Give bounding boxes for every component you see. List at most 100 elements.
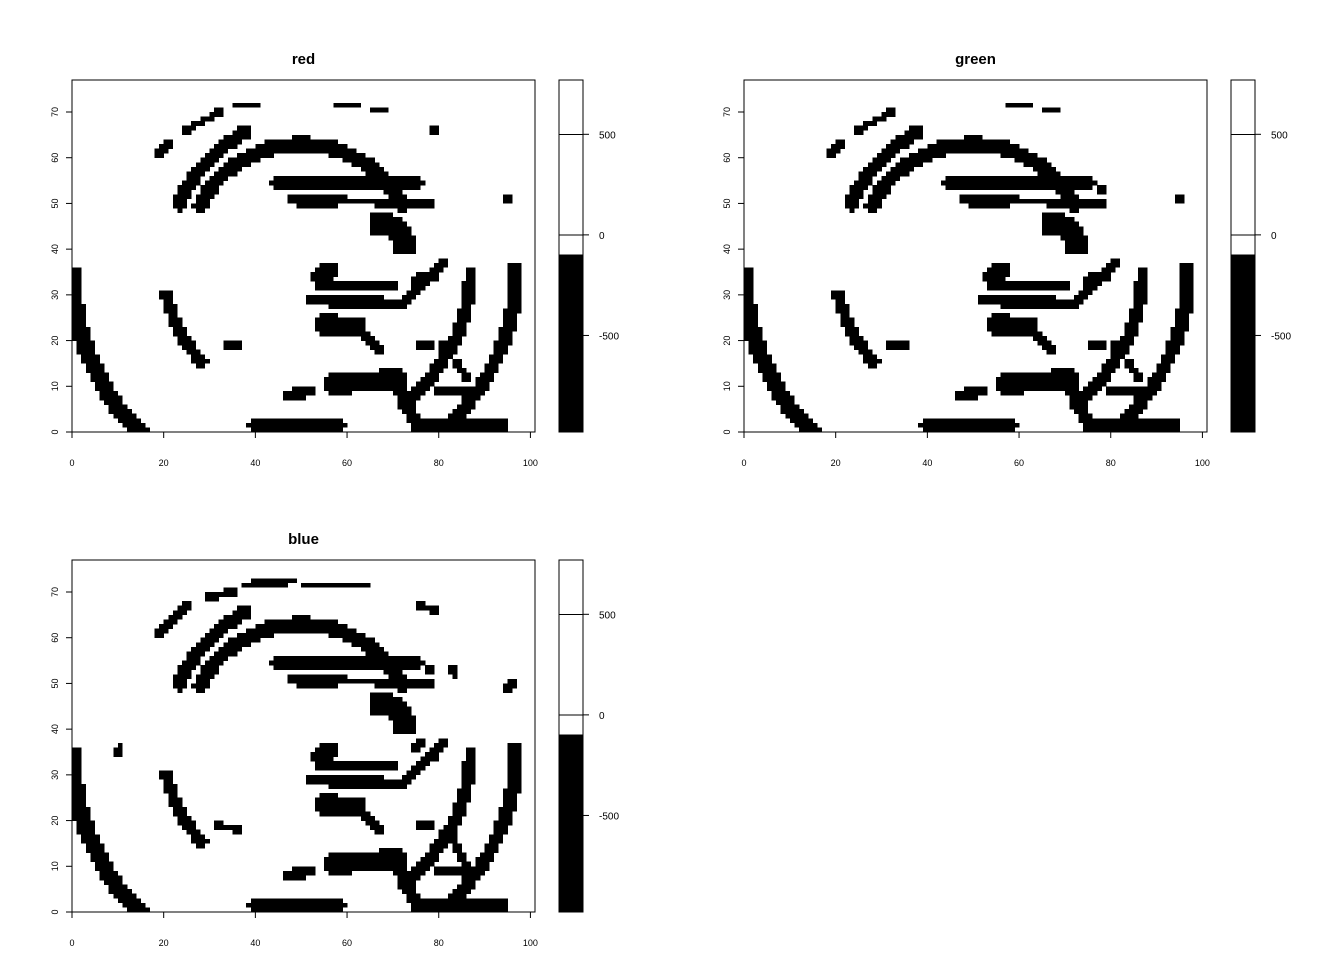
raster-cell-run xyxy=(757,368,777,373)
raster-cell-run xyxy=(886,340,910,346)
raster-cell-run xyxy=(876,180,896,186)
raster-cell-run xyxy=(269,180,426,186)
raster-cell-run xyxy=(269,660,426,666)
raster-cell-run xyxy=(452,409,472,415)
raster-cell-run xyxy=(99,395,123,401)
raster-cell-run xyxy=(232,610,252,616)
raster-cell-run xyxy=(744,317,759,323)
raster-cell-run xyxy=(287,678,435,684)
raster-cell-run xyxy=(415,381,435,387)
raster-cell-run xyxy=(849,336,864,341)
raster-cell-run xyxy=(1037,340,1052,346)
raster-cell-run xyxy=(76,825,96,831)
raster-cell-run xyxy=(945,176,1093,181)
raster-cell-run xyxy=(374,829,385,835)
raster-cell-run xyxy=(964,134,983,140)
raster-cell-run xyxy=(854,130,864,136)
y-tick-label: 60 xyxy=(50,153,60,163)
raster-cell-run xyxy=(195,198,210,204)
raster-cell-run xyxy=(1023,162,1052,168)
raster-cell-run xyxy=(223,614,252,620)
raster-cell-run xyxy=(172,326,187,332)
raster-cell-run xyxy=(209,176,229,181)
raster-cell-run xyxy=(374,683,435,689)
raster-cell-run xyxy=(996,377,1079,383)
raster-cell-run xyxy=(209,628,229,634)
raster-cell-run xyxy=(502,802,517,808)
raster-cell-run xyxy=(113,413,137,419)
raster-cell-run xyxy=(369,710,412,716)
raster-cell-run xyxy=(977,299,1084,305)
raster-cell-run xyxy=(411,285,426,291)
raster-cell-run xyxy=(1083,281,1102,287)
raster-cell-run xyxy=(99,875,123,881)
raster-cell-run xyxy=(1083,386,1102,392)
raster-cell-run xyxy=(434,358,449,364)
raster-cell-run xyxy=(360,166,385,172)
raster-cell-run xyxy=(127,907,151,913)
raster-cell-run xyxy=(1092,377,1112,383)
raster-cell-run xyxy=(1083,427,1180,433)
raster-cell-run xyxy=(406,290,421,296)
raster-cell-run xyxy=(484,848,499,853)
raster-cell-run xyxy=(507,304,522,309)
raster-cell-run xyxy=(849,340,869,346)
raster-cell-run xyxy=(200,116,215,122)
raster-cell-run xyxy=(452,802,467,808)
raster-cell-run xyxy=(1156,363,1171,369)
raster-cell-run xyxy=(854,180,873,186)
raster-cell-run xyxy=(434,742,449,748)
raster-cell-run xyxy=(1129,308,1144,314)
raster-cell-run xyxy=(255,144,348,149)
raster-cell-run xyxy=(507,678,517,684)
raster-cell-run xyxy=(122,902,146,908)
raster-cell-run xyxy=(81,838,100,844)
raster-cell-run xyxy=(328,784,407,789)
raster-cell-run xyxy=(757,363,777,369)
raster-cell-run xyxy=(177,208,183,213)
x-tick-label: 0 xyxy=(69,458,74,468)
raster-cell-run xyxy=(154,628,169,634)
raster-cell-run xyxy=(94,861,114,867)
raster-cell-run xyxy=(1133,395,1153,401)
raster-cell-run xyxy=(457,368,467,373)
raster-cell-run xyxy=(72,784,87,789)
y-tick-label: 70 xyxy=(50,587,60,597)
raster-cell-run xyxy=(452,674,458,680)
raster-cell-run xyxy=(1051,368,1075,373)
raster-cell-run xyxy=(744,294,754,300)
raster-cell-run xyxy=(168,313,178,319)
raster-cell-run xyxy=(895,162,924,168)
raster-cell-run xyxy=(424,752,440,757)
raster-cell-run xyxy=(502,322,517,328)
raster-cell-run xyxy=(154,153,164,159)
raster-cell-run xyxy=(447,820,462,826)
raster-cell-run xyxy=(1129,317,1144,323)
raster-cell-run xyxy=(927,144,1020,149)
raster-cell-run xyxy=(305,774,385,780)
raster-cell-run xyxy=(799,427,823,433)
raster-cell-run xyxy=(351,162,380,168)
raster-cell-run xyxy=(314,322,366,328)
raster-cell-run xyxy=(461,779,476,785)
raster-cell-run xyxy=(365,820,380,826)
raster-cell-run xyxy=(507,761,522,767)
raster-cell-run xyxy=(863,354,878,360)
raster-cell-run xyxy=(392,724,417,730)
raster-cell-run xyxy=(844,331,859,337)
raster-cell-run xyxy=(402,774,417,780)
raster-cell-run xyxy=(72,267,82,273)
raster-cell-run xyxy=(493,340,513,346)
raster-cell-run xyxy=(99,870,119,876)
raster-cell-run xyxy=(328,870,352,876)
raster-cell-run xyxy=(498,806,517,812)
raster-cell-run xyxy=(982,276,1006,282)
raster-cell-run xyxy=(360,646,385,652)
raster-cell-run xyxy=(457,788,472,794)
raster-cell-run xyxy=(452,848,462,853)
x-tick-label: 60 xyxy=(1014,458,1024,468)
raster-cell-run xyxy=(328,390,352,396)
raster-cell-run xyxy=(90,372,109,378)
raster-cell-run xyxy=(81,834,100,840)
raster-cell-run xyxy=(186,349,201,355)
